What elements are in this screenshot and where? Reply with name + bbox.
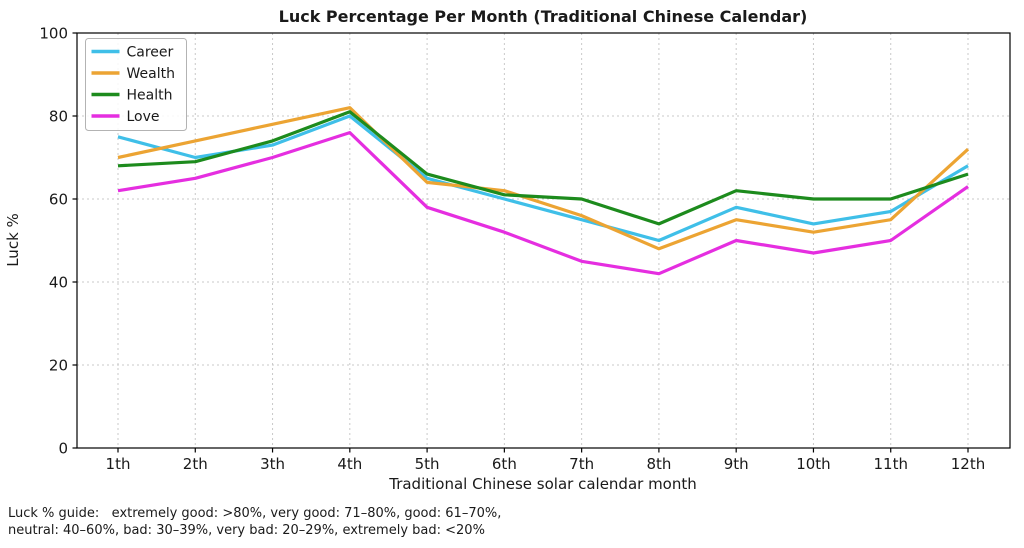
x-axis-label: Traditional Chinese solar calendar month (388, 475, 697, 493)
x-tick-label-7th: 7th (569, 455, 594, 473)
x-tick-label-4th: 4th (337, 455, 362, 473)
legend-label-love: Love (127, 109, 160, 125)
footnote-line-1: Luck % guide: extremely good: >80%, very… (8, 506, 501, 521)
series-line-health (117, 110, 969, 226)
x-tick-label-11th: 11th (873, 455, 907, 473)
x-tick-label-2th: 2th (183, 455, 208, 473)
x-tick-label-3th: 3th (260, 455, 285, 473)
series-line-wealth (117, 106, 970, 251)
y-tick-label-20: 20 (49, 357, 68, 375)
x-tick-label-6th: 6th (492, 455, 517, 473)
x-tick-label-9th: 9th (724, 455, 749, 473)
y-tick-label-60: 60 (49, 191, 68, 209)
x-tick-label-12th: 12th (951, 455, 985, 473)
y-axis-label: Luck % (4, 213, 22, 267)
series-line-career (117, 114, 969, 243)
y-tick-label-40: 40 (49, 274, 68, 292)
chart-title: Luck Percentage Per Month (Traditional C… (279, 7, 808, 26)
legend-frame (85, 38, 187, 131)
x-tick-label-10th: 10th (796, 455, 830, 473)
y-tick-label-100: 100 (39, 25, 68, 43)
grid-layer (77, 32, 1010, 449)
legend-label-wealth: Wealth (127, 66, 175, 82)
legend-box: Career Wealth Health Love (85, 38, 187, 131)
series-layer (117, 106, 970, 276)
footnote-line-2: neutral: 40–60%, bad: 30–39%, very bad: … (8, 523, 485, 538)
x-tick-label-8th: 8th (646, 455, 671, 473)
axes-layer: 0 20 40 60 80 100 1th 2th 3th 4th 5th 6th 7th 8th 9th 1… (39, 25, 1011, 473)
y-tick-label-80: 80 (49, 108, 68, 126)
x-tick-label-5th: 5th (415, 455, 440, 473)
plot-border (76, 32, 1011, 449)
series-line-love (117, 131, 969, 276)
x-tick-label-1th: 1th (106, 455, 131, 473)
legend-label-health: Health (127, 88, 173, 104)
y-tick-label-0: 0 (58, 440, 68, 458)
legend-label-career: Career (127, 45, 174, 61)
